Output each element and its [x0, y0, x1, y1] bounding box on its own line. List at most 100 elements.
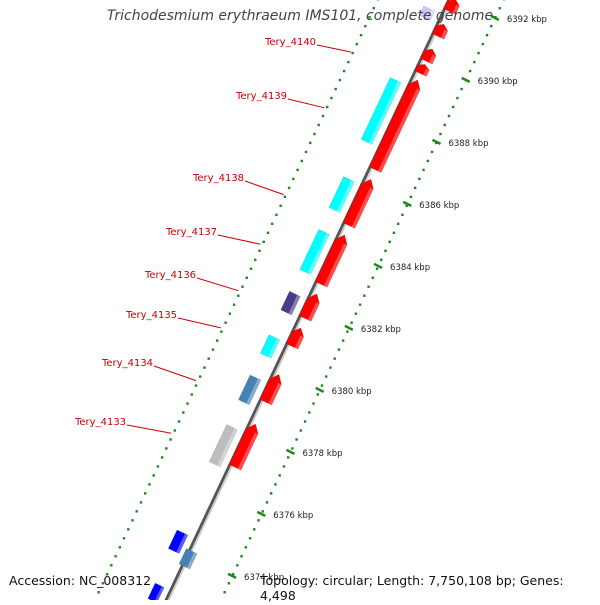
track-dot	[318, 124, 320, 126]
track-dot	[199, 375, 201, 377]
track-dot	[270, 492, 272, 494]
track-dot	[338, 348, 340, 350]
track-dot	[313, 133, 315, 135]
gene-leader-line	[218, 235, 260, 244]
track-dot	[321, 384, 323, 386]
track-dot	[389, 241, 391, 243]
track-dot	[427, 160, 429, 162]
track-dot	[351, 52, 353, 54]
track-dot	[165, 447, 167, 449]
track-dot	[309, 142, 311, 144]
gene-leader-line	[127, 425, 171, 433]
track-dot	[266, 501, 268, 503]
cds-tery-4135	[260, 335, 280, 359]
track-dot	[393, 232, 395, 234]
track-dot	[330, 97, 332, 99]
track-dot	[308, 411, 310, 413]
track-dot	[275, 214, 277, 216]
track-dot	[317, 393, 319, 395]
gene-leader-line	[317, 45, 351, 52]
track-dot	[364, 25, 366, 27]
track-dot	[448, 115, 450, 117]
track-dot	[347, 61, 349, 63]
track-dot	[257, 519, 259, 521]
kbp-tick	[374, 264, 382, 268]
track-dot	[460, 88, 462, 90]
blue-cds-1	[168, 530, 188, 554]
track-dot	[229, 312, 231, 314]
track-dot	[490, 25, 492, 27]
gene-label: Tery_4134	[101, 358, 153, 369]
kbp-tick	[286, 450, 294, 454]
kbp-tick-label: 6380 kbp	[332, 387, 372, 397]
kbp-tick-label: 6384 kbp	[390, 263, 430, 273]
kbp-tick	[345, 326, 353, 330]
track-dot	[401, 214, 403, 216]
track-dot	[477, 52, 479, 54]
cds-tery-4134	[238, 375, 261, 405]
track-dot	[253, 528, 255, 530]
gene-label: Tery_4140	[264, 37, 316, 48]
track-dot	[334, 88, 336, 90]
track-dot	[444, 124, 446, 126]
track-dot	[258, 250, 260, 252]
track-dot	[236, 564, 238, 566]
track-dot	[228, 582, 230, 584]
track-dot	[287, 456, 289, 458]
track-dot	[140, 501, 142, 503]
kbp-tick-label: 6388 kbp	[448, 139, 488, 149]
kbp-tick	[257, 512, 265, 516]
track-dot	[186, 402, 188, 404]
kbp-tick-label: 6390 kbp	[478, 77, 518, 87]
kbp-tick-label: 6378 kbp	[302, 449, 342, 459]
track-dot	[271, 223, 273, 225]
track-dot	[114, 555, 116, 557]
track-dot	[410, 196, 412, 198]
track-dot	[372, 277, 374, 279]
track-dot	[355, 312, 357, 314]
track-dot	[384, 250, 386, 252]
track-dot	[254, 259, 256, 261]
track-dot	[157, 465, 159, 467]
gene-leader-line	[178, 318, 221, 328]
track-dot	[237, 295, 239, 297]
track-dot	[119, 546, 121, 548]
kbp-tick-label: 6376 kbp	[273, 511, 313, 521]
track-dot	[473, 61, 475, 63]
gene-label: Tery_4136	[144, 270, 196, 281]
track-dot	[312, 402, 314, 404]
track-dot	[333, 357, 335, 359]
track-dot	[262, 510, 264, 512]
gene-label: Tery_4137	[165, 227, 217, 238]
track-dot	[295, 438, 297, 440]
track-dot	[279, 205, 281, 207]
track-dot	[278, 474, 280, 476]
track-dot	[343, 70, 345, 72]
gene-leader-line	[245, 181, 284, 195]
track-dot	[216, 339, 218, 341]
track-dot	[127, 528, 129, 530]
track-dot	[418, 178, 420, 180]
track-dot	[161, 456, 163, 458]
track-dot	[359, 303, 361, 305]
track-dot	[169, 438, 171, 440]
track-dot	[212, 348, 214, 350]
track-dot	[439, 133, 441, 135]
track-dot	[305, 151, 307, 153]
gene-label: Tery_4133	[74, 417, 126, 428]
track-dot	[342, 339, 344, 341]
track-dot	[292, 178, 294, 180]
track-dot	[178, 420, 180, 422]
track-dot	[152, 474, 154, 476]
track-dot	[233, 303, 235, 305]
track-dot	[288, 187, 290, 189]
track-dot	[249, 537, 251, 539]
track-dot	[131, 519, 133, 521]
track-dot	[220, 330, 222, 332]
track-dot	[469, 70, 471, 72]
track-dot	[380, 259, 382, 261]
kbp-tick-label: 6386 kbp	[419, 201, 459, 211]
track-dot	[263, 241, 265, 243]
